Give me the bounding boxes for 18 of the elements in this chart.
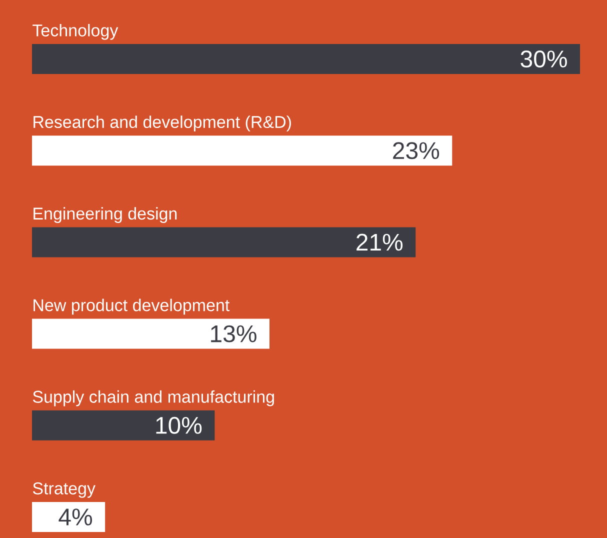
- data-label: 21%: [356, 234, 403, 251]
- data-label: 4%: [58, 508, 92, 526]
- data-label: 10%: [156, 416, 202, 434]
- y-tick-label: Research and development (R&D): [34, 116, 291, 132]
- y-tick-label: Supply chain and manufacturing: [32, 390, 274, 406]
- y-tick-label: Engineering design: [34, 207, 177, 224]
- data-label: 13%: [211, 325, 256, 342]
- bar: [32, 227, 416, 258]
- bar: [32, 44, 580, 74]
- data-label: 30%: [520, 50, 567, 68]
- bar: [32, 502, 106, 532]
- bar: [32, 318, 270, 349]
- y-tick-label: New product development: [34, 298, 230, 315]
- data-label: 23%: [393, 142, 440, 160]
- y-tick-label: Technology: [32, 24, 118, 40]
- bar: [32, 136, 452, 166]
- y-tick-label: Strategy: [32, 482, 96, 498]
- bar: [32, 410, 215, 440]
